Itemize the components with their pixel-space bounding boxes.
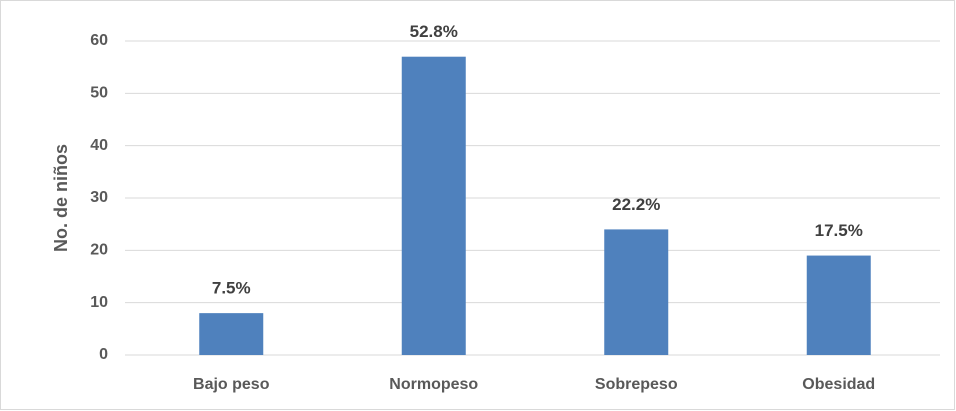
y-tick-label: 20 — [90, 242, 108, 259]
y-tick-label: 60 — [90, 32, 108, 49]
bar — [401, 56, 466, 355]
bar — [604, 229, 669, 355]
y-tick-label: 10 — [90, 294, 108, 311]
y-tick-label: 40 — [90, 137, 108, 154]
x-tick-label: Obesidad — [802, 376, 875, 393]
y-tick-label: 30 — [90, 189, 108, 206]
bar — [806, 255, 871, 355]
bar — [199, 313, 264, 355]
x-tick-label: Normopeso — [389, 376, 478, 393]
y-tick-label: 50 — [90, 85, 108, 102]
data-label: 7.5% — [212, 279, 251, 298]
data-label: 52.8% — [410, 22, 458, 41]
data-label: 17.5% — [815, 221, 863, 240]
y-tick-label: 0 — [99, 346, 108, 363]
y-axis-title: No. de niños — [51, 144, 71, 252]
data-label: 22.2% — [612, 195, 660, 214]
x-tick-label: Bajo peso — [193, 376, 270, 393]
x-tick-label: Sobrepeso — [595, 376, 678, 393]
